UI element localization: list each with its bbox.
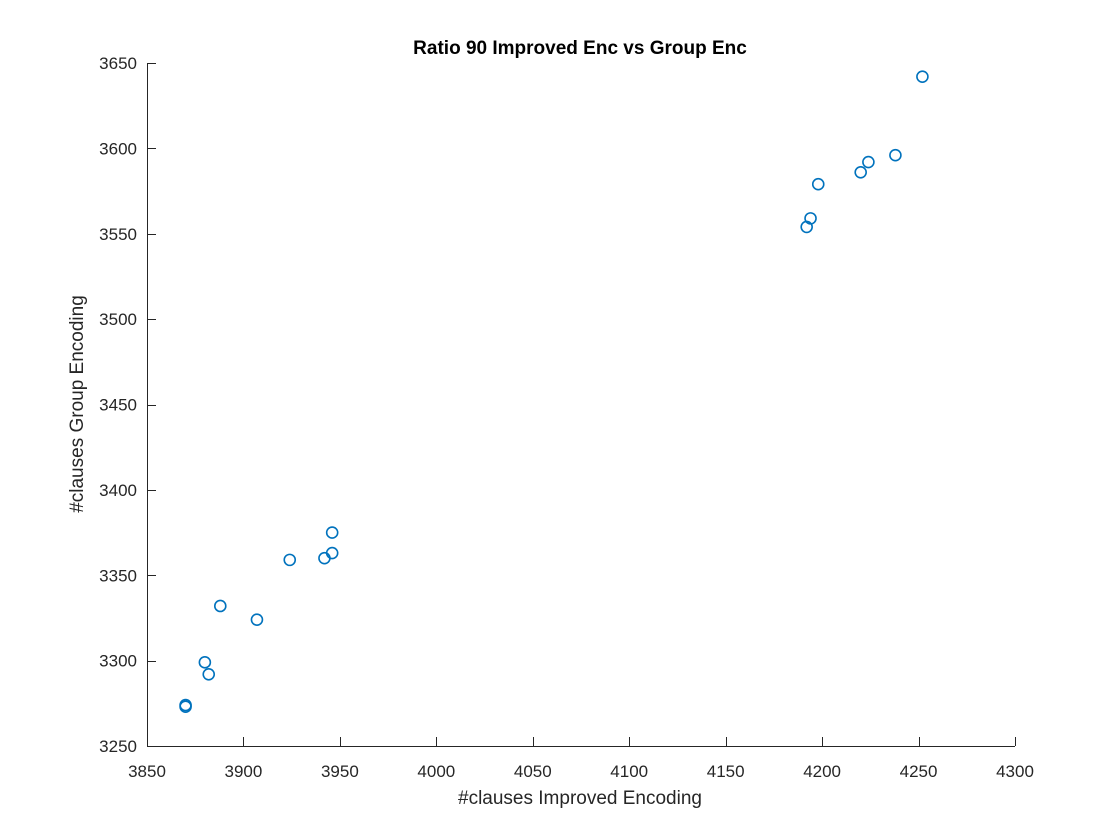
data-point: [250, 613, 264, 626]
data-point: [854, 165, 867, 179]
y-tick-label: 3550: [99, 225, 137, 244]
y-tick-label: 3650: [99, 54, 137, 73]
data-point: [325, 526, 339, 539]
y-tick-label: 3500: [99, 310, 137, 329]
axes: [147, 63, 1015, 747]
x-tick-label: 4150: [707, 762, 745, 781]
y-tick-label: 3350: [99, 566, 137, 585]
data-point: [804, 212, 817, 225]
data-point: [179, 698, 192, 712]
data-point: [202, 667, 216, 681]
data-point: [318, 551, 331, 565]
data-point: [811, 177, 825, 191]
y-tick-label: 3600: [99, 139, 137, 158]
data-point: [862, 155, 875, 169]
y-tick-label: 3400: [99, 481, 137, 500]
x-tick-label: 4200: [803, 762, 841, 781]
x-tick-label: 3950: [321, 762, 359, 781]
x-tick-label: 4000: [417, 762, 455, 781]
data-point: [283, 553, 297, 567]
x-tick-label: 3900: [225, 762, 263, 781]
data-point: [325, 546, 339, 560]
data-point: [889, 148, 902, 162]
x-axis-label: #clauses Improved Encoding: [458, 788, 702, 809]
chart-title: Ratio 90 Improved Enc vs Group Enc: [413, 38, 747, 59]
data-point: [198, 656, 212, 669]
y-tick-label: 3300: [99, 652, 137, 671]
y-tick-label: 3250: [99, 737, 137, 756]
data-point: [916, 70, 929, 83]
x-tick-label: 4250: [900, 762, 938, 781]
x-tick-label: 4050: [514, 762, 552, 781]
tick-labels: 3850 3900 3950 4000 4050 4100 4150 4200 4250 4300…: [99, 54, 1034, 781]
x-tick-label: 4300: [996, 762, 1034, 781]
data-points: [179, 70, 929, 714]
data-point: [213, 599, 227, 613]
tick-marks: [147, 63, 1016, 747]
y-tick-label: 3450: [99, 396, 137, 415]
x-tick-label: 3850: [128, 762, 166, 781]
y-axis-label: #clauses Group Encoding: [67, 295, 88, 513]
x-tick-label: 4100: [610, 762, 648, 781]
